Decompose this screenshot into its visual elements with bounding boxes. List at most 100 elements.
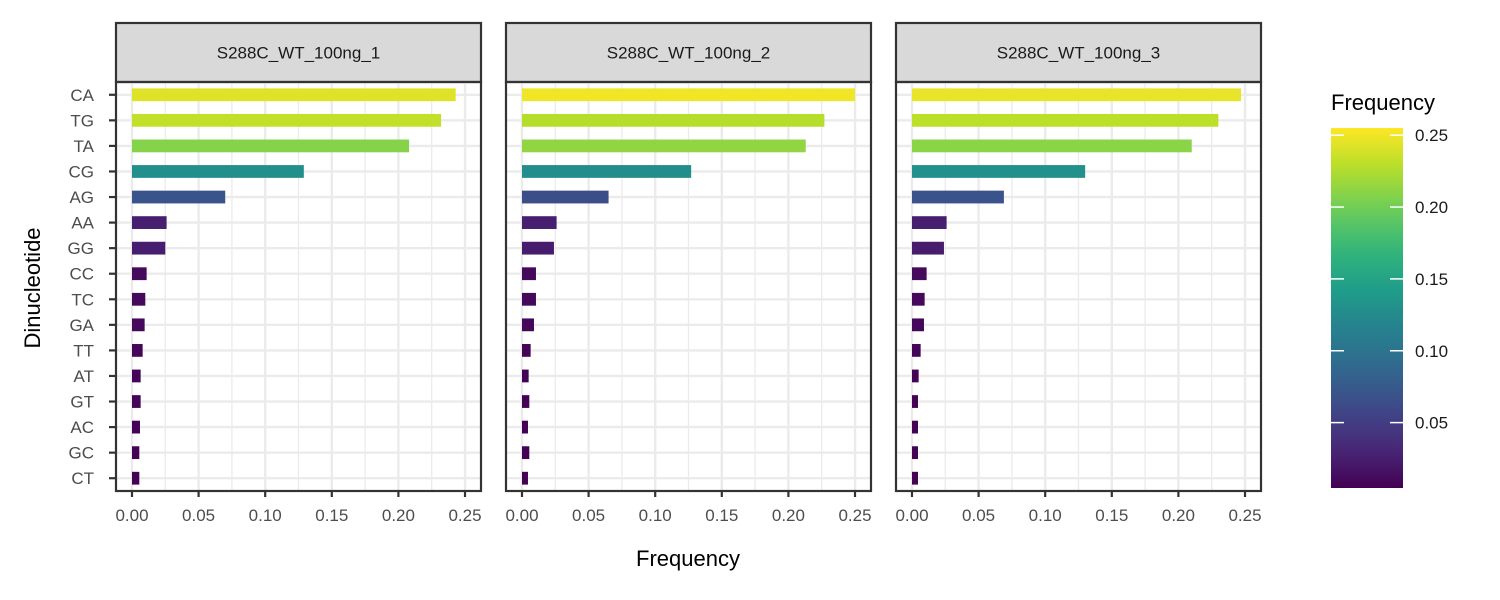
bar-TG [521,113,825,127]
y-tick-label: CA [70,86,94,105]
y-axis-title: Dinucleotide [20,227,45,348]
bar-AA [911,216,947,229]
bar-GC [131,446,140,460]
facet-panel: S288C_WT_100ng_1 0.00 0.05 0.10 0.15 0.20 0.25 [114,21,483,525]
colorbar-tick-label: 0.10 [1415,342,1448,361]
bar-TA [911,139,1192,153]
bar-TA [521,139,806,153]
x-tick-label: 0.00 [505,506,538,525]
bar-CC [911,267,927,281]
bar-CA [521,88,856,102]
y-tick-label: AA [71,214,94,233]
panel-border [894,80,1263,493]
legend-title: Frequency [1331,90,1435,115]
bar-CT [521,471,528,485]
gridlines [896,82,1261,491]
colorbar-tick-label: 0.20 [1415,198,1448,217]
x-tick-label: 0.15 [1095,506,1128,525]
y-tick-label: AT [74,367,94,386]
x-axis-title: Frequency [636,546,740,571]
facet-strip-label: S288C_WT_100ng_3 [997,44,1161,63]
bar-TT [521,344,531,357]
bar-CA [131,88,456,102]
bar-GA [521,318,534,332]
bar-CC [131,267,147,281]
bar-GA [131,318,145,332]
facet-panel: S288C_WT_100ng_3 0.00 0.05 0.10 0.15 0.20 0.25 [894,21,1263,525]
x-tick-label: 0.10 [1029,506,1062,525]
bar-CC [521,267,536,281]
bar-TC [131,292,146,306]
facet-panel: S288C_WT_100ng_2 0.00 0.05 0.10 0.15 0.20 0.25 [504,21,873,525]
bar-CG [521,165,692,178]
bar-TC [911,292,925,306]
colorbar-tick-label: 0.15 [1415,270,1448,289]
bar-GC [911,446,918,460]
y-tick-label: TT [73,341,94,360]
x-tick-label: 0.20 [772,506,805,525]
x-tick-label: 0.20 [382,506,415,525]
bar-CT [911,471,918,485]
panel-border [504,80,873,493]
bar-GT [911,395,918,408]
bar-TC [521,292,536,306]
bar-CG [131,165,304,178]
bars [521,88,856,485]
facet-strip-label: S288C_WT_100ng_1 [217,44,381,63]
bars [911,88,1242,485]
x-tick-label: 0.05 [572,506,605,525]
bar-TT [911,344,921,357]
bar-TG [131,113,442,127]
x-tick-label: 0.20 [1162,506,1195,525]
bar-TT [131,344,143,357]
bar-AC [911,420,918,434]
facet-strip [114,21,483,84]
color-legend: Frequency 0.05 0.10 0.15 0.20 0.25 [1331,90,1448,488]
bar-AG [131,190,226,204]
x-tick-label: 0.10 [639,506,672,525]
colorbar-tick-label: 0.25 [1415,126,1448,145]
bar-AA [521,216,557,229]
bar-GG [911,241,944,255]
bar-AT [521,369,529,383]
bar-AT [911,369,919,383]
bar-AC [131,420,140,434]
y-tick-label: GC [69,444,95,463]
bar-AC [521,420,528,434]
bar-AG [911,190,1004,204]
bar-GG [521,241,554,255]
bar-CG [911,165,1086,178]
bar-GT [131,395,141,408]
y-axis: CA TG TA CG AG AA GG CC TC GA TT AT GT AC GC CT [68,86,116,488]
facet-panels: S288C_WT_100ng_1 0.00 0.05 0.10 0.15 0.20 0.25… [114,21,1263,525]
bar-GC [521,446,530,460]
colorbar-tick-label: 0.05 [1415,414,1448,433]
x-tick-label: 0.25 [448,506,481,525]
bar-AT [131,369,141,383]
facet-strip [894,21,1263,84]
bar-TG [911,113,1219,127]
bar-CT [131,471,140,485]
y-tick-label: CG [69,162,95,181]
bar-AG [521,190,609,204]
bar-GG [131,241,166,255]
y-tick-label: GG [68,239,94,258]
y-tick-label: TC [71,290,94,309]
x-tick-label: 0.00 [115,506,148,525]
x-tick-label: 0.05 [962,506,995,525]
bar-TA [131,139,410,153]
y-tick-label: AG [69,188,94,207]
bar-GA [911,318,924,332]
x-tick-label: 0.05 [182,506,215,525]
x-tick-label: 0.25 [1228,506,1261,525]
y-tick-label: CC [69,265,94,284]
bar-CA [911,88,1242,102]
bars [131,88,456,485]
colorbar [1331,128,1403,488]
y-tick-label: CT [71,469,94,488]
x-tick-label: 0.25 [838,506,871,525]
y-tick-label: GT [70,393,94,412]
x-tick-label: 0.15 [705,506,738,525]
facet-strip-label: S288C_WT_100ng_2 [607,44,771,63]
